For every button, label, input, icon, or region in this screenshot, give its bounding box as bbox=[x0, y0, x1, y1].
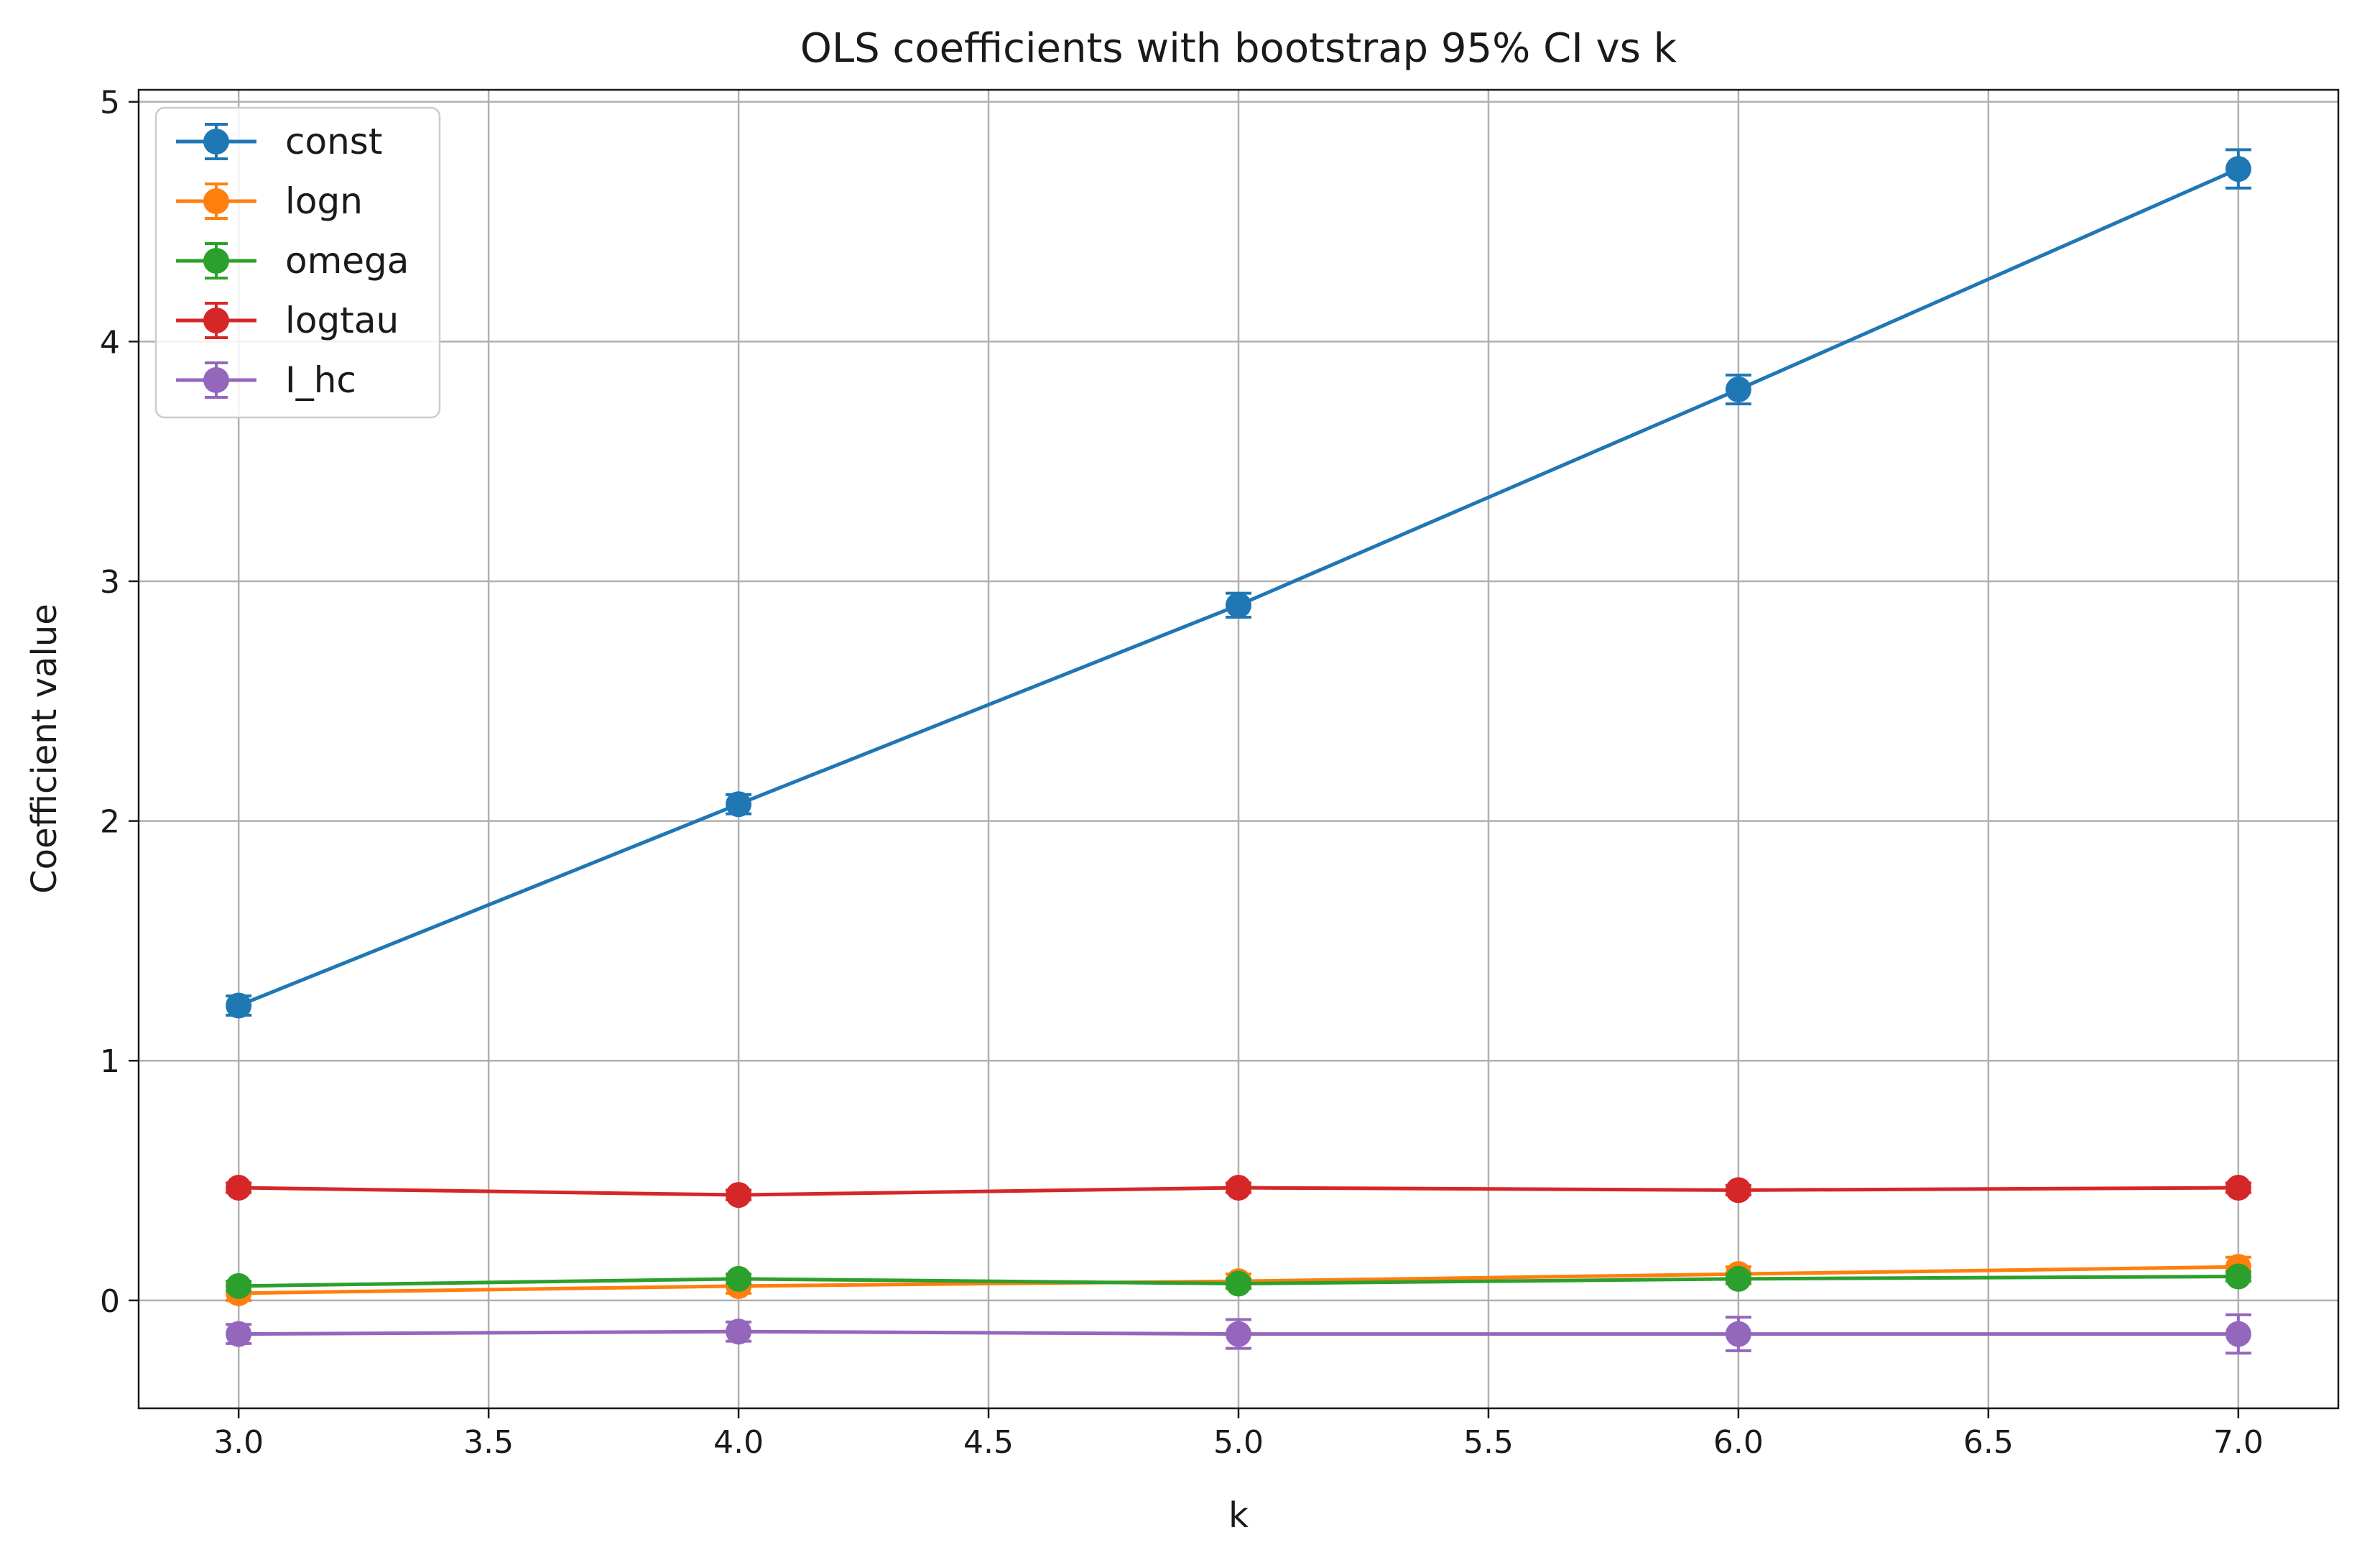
data-point bbox=[226, 1272, 252, 1299]
data-point bbox=[1226, 592, 1251, 619]
legend-label: logtau bbox=[285, 300, 399, 341]
x-tick-label: 3.0 bbox=[213, 1424, 264, 1461]
legend-marker bbox=[203, 308, 229, 333]
y-tick-label: 4 bbox=[100, 324, 120, 361]
series-i-hc bbox=[226, 1313, 2251, 1355]
x-tick-label: 6.0 bbox=[1713, 1424, 1764, 1461]
y-tick-label: 3 bbox=[100, 564, 120, 601]
data-point bbox=[1725, 1321, 1751, 1347]
data-point bbox=[1226, 1270, 1251, 1297]
x-tick-label: 4.0 bbox=[713, 1424, 764, 1461]
data-point bbox=[1725, 1177, 1751, 1204]
x-tick-label: 3.5 bbox=[463, 1424, 514, 1461]
data-point bbox=[226, 1175, 252, 1201]
data-point bbox=[726, 1318, 752, 1345]
data-point bbox=[1226, 1321, 1251, 1347]
y-tick-label: 1 bbox=[100, 1043, 120, 1080]
data-point bbox=[2225, 156, 2251, 183]
data-point bbox=[2225, 1175, 2251, 1201]
data-point bbox=[2225, 1263, 2251, 1290]
data-point bbox=[1725, 377, 1751, 403]
x-axis-label: k bbox=[1228, 1495, 1249, 1535]
data-point bbox=[2225, 1321, 2251, 1347]
series-const bbox=[226, 148, 2251, 1019]
x-tick-label: 7.0 bbox=[2213, 1424, 2264, 1461]
y-axis-label: Coefficient value bbox=[24, 604, 65, 894]
legend-marker bbox=[203, 248, 229, 274]
legend-label: I_hc bbox=[285, 359, 356, 401]
series-logtau bbox=[226, 1175, 2251, 1209]
grid bbox=[139, 90, 2338, 1408]
x-tick-label: 6.5 bbox=[1963, 1424, 2014, 1461]
y-tick-label: 5 bbox=[100, 85, 120, 121]
x-tick-label: 5.5 bbox=[1463, 1424, 1514, 1461]
y-tick-label: 0 bbox=[100, 1283, 120, 1320]
legend-marker bbox=[203, 367, 229, 393]
data-point bbox=[226, 992, 252, 1019]
legend-label: omega bbox=[285, 240, 409, 282]
series-layer bbox=[226, 148, 2251, 1355]
legend-label: logn bbox=[285, 180, 363, 222]
data-point bbox=[726, 1182, 752, 1209]
x-tick-label: 4.5 bbox=[963, 1424, 1014, 1461]
data-point bbox=[726, 1265, 752, 1292]
series-omega bbox=[226, 1263, 2251, 1299]
x-tick-label: 5.0 bbox=[1213, 1424, 1264, 1461]
data-point bbox=[226, 1321, 252, 1347]
legend-marker bbox=[203, 129, 229, 154]
data-point bbox=[1725, 1265, 1751, 1292]
data-point bbox=[726, 791, 752, 818]
y-tick-label: 2 bbox=[100, 804, 120, 841]
legend-marker bbox=[203, 188, 229, 214]
chart-title: OLS coefficients with bootstrap 95% CI v… bbox=[800, 25, 1677, 72]
axis-ticks: 3.0 3.5 4.0 4.5 5.0 5.5 6.0 6.5 7.0 0 1 2 3 4 5 bbox=[100, 85, 2264, 1461]
legend-label: const bbox=[285, 121, 382, 162]
legend: const logn omega logtau I_hc bbox=[154, 106, 441, 419]
data-point bbox=[1226, 1175, 1251, 1201]
